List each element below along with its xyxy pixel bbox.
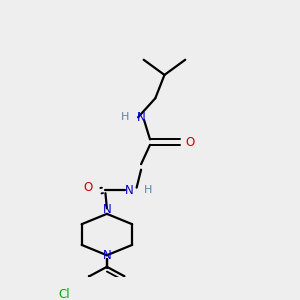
Text: H: H — [121, 112, 129, 122]
Text: N: N — [103, 249, 111, 262]
Text: N: N — [103, 203, 111, 216]
Text: H: H — [144, 185, 153, 195]
Text: Cl: Cl — [58, 289, 70, 300]
Text: O: O — [83, 181, 92, 194]
Text: N: N — [125, 184, 134, 197]
Text: N: N — [137, 111, 146, 124]
Text: O: O — [185, 136, 195, 148]
